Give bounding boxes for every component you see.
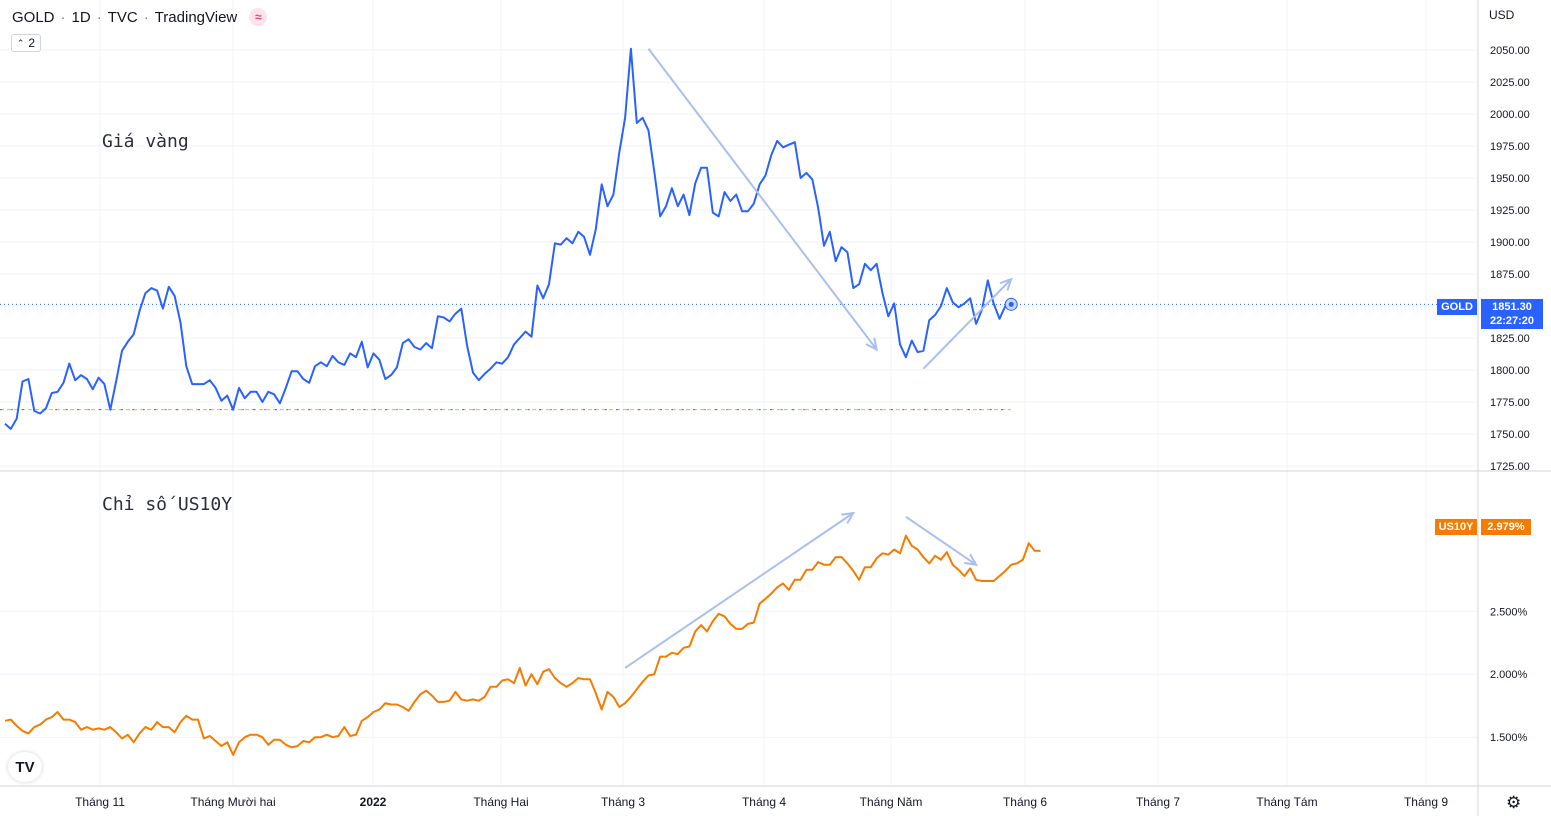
arrow-head bbox=[964, 553, 978, 566]
price-tick-label: 1975.00 bbox=[1490, 141, 1530, 153]
arrow-shaft bbox=[922, 278, 1012, 370]
price-tick-label: 2000.00 bbox=[1490, 109, 1530, 121]
gold-price-tag: 1851.30 22:27:20 bbox=[1481, 299, 1543, 329]
price-axes: 1725.001750.001775.001800.001825.001850.… bbox=[75, 45, 1530, 809]
annotation-arrow bbox=[624, 511, 856, 669]
arrow-head bbox=[865, 337, 879, 352]
time-tick-label: Tháng 3 bbox=[601, 795, 645, 809]
time-tick-label: Tháng 7 bbox=[1136, 795, 1180, 809]
time-tick-label: Tháng 6 bbox=[1003, 795, 1047, 809]
time-tick-label: Tháng Mười hai bbox=[190, 795, 275, 809]
time-tick-label: Tháng 9 bbox=[1404, 795, 1448, 809]
collapse-indicators-button[interactable]: ⌃ 2 bbox=[11, 34, 41, 52]
interval-label[interactable]: 1D bbox=[71, 8, 91, 26]
annotation-arrow bbox=[905, 515, 978, 566]
price-tick-label: 1800.00 bbox=[1490, 365, 1530, 377]
price-tick-label: 1775.00 bbox=[1490, 397, 1530, 409]
gold-price-value: 1851.30 bbox=[1492, 301, 1532, 313]
gold-caption: Giá vàng bbox=[102, 131, 189, 152]
arrow-shaft bbox=[647, 48, 878, 351]
price-tick-label: 2050.00 bbox=[1490, 45, 1530, 57]
price-tick-label: 1825.00 bbox=[1490, 333, 1530, 345]
arrow-shaft bbox=[624, 512, 854, 669]
header-separator: · bbox=[96, 8, 102, 26]
price-tick-label: 1900.00 bbox=[1490, 237, 1530, 249]
exchange-label: TVC bbox=[107, 8, 138, 26]
price-tick-label: 1750.00 bbox=[1490, 429, 1530, 441]
time-tick-label: Tháng 4 bbox=[742, 795, 786, 809]
price-tick-label: 2.500% bbox=[1490, 606, 1528, 618]
annotation-arrow bbox=[647, 48, 879, 352]
gold-symbol-tag: GOLD bbox=[1437, 299, 1477, 315]
time-tick-label: Tháng Tám bbox=[1256, 795, 1317, 809]
time-tick-label: Tháng Năm bbox=[860, 795, 923, 809]
price-tick-label: 1925.00 bbox=[1490, 205, 1530, 217]
us10y-caption: Chỉ số US10Y bbox=[102, 494, 233, 515]
price-tick-label: 1.500% bbox=[1490, 732, 1528, 744]
price-tick-label: 1725.00 bbox=[1490, 461, 1530, 473]
arrow-head bbox=[841, 511, 856, 524]
header-separator: · bbox=[60, 8, 66, 26]
header-separator: · bbox=[143, 8, 149, 26]
arrow-shaft bbox=[905, 515, 977, 566]
tradingview-logo[interactable]: TV bbox=[8, 752, 42, 782]
indicator-count: 2 bbox=[28, 36, 36, 50]
gold-countdown: 22:27:20 bbox=[1489, 315, 1535, 327]
price-tick-label: 2.000% bbox=[1490, 669, 1528, 681]
source-label: TradingView bbox=[154, 8, 238, 26]
arrow-head bbox=[999, 277, 1013, 291]
gold-price-line bbox=[4, 47, 1012, 430]
symbol-header[interactable]: GOLD · 1D · TVC · TradingView ≈ bbox=[12, 8, 268, 26]
currency-label[interactable]: USD bbox=[1489, 8, 1515, 22]
price-tick-label: 2025.00 bbox=[1490, 77, 1530, 89]
time-tick-label: 2022 bbox=[360, 795, 387, 809]
time-tick-label: Tháng 11 bbox=[75, 795, 125, 809]
annotation-arrow bbox=[922, 277, 1013, 370]
chevron-up-icon: ⌃ bbox=[16, 37, 25, 48]
gold-last-point bbox=[1008, 301, 1014, 307]
gear-icon[interactable]: ⚙ bbox=[1506, 793, 1522, 812]
price-tick-label: 1875.00 bbox=[1490, 269, 1530, 281]
us10y-symbol-tag: US10Y bbox=[1435, 519, 1477, 535]
chart-marks bbox=[0, 47, 1478, 756]
us10y-line bbox=[4, 534, 1041, 756]
time-tick-label: Tháng Hai bbox=[473, 795, 528, 809]
wave-icon[interactable]: ≈ bbox=[249, 8, 268, 26]
price-tick-label: 1950.00 bbox=[1490, 173, 1530, 185]
symbol-name[interactable]: GOLD bbox=[12, 8, 55, 26]
us10y-value-tag: 2.979% bbox=[1481, 519, 1531, 535]
